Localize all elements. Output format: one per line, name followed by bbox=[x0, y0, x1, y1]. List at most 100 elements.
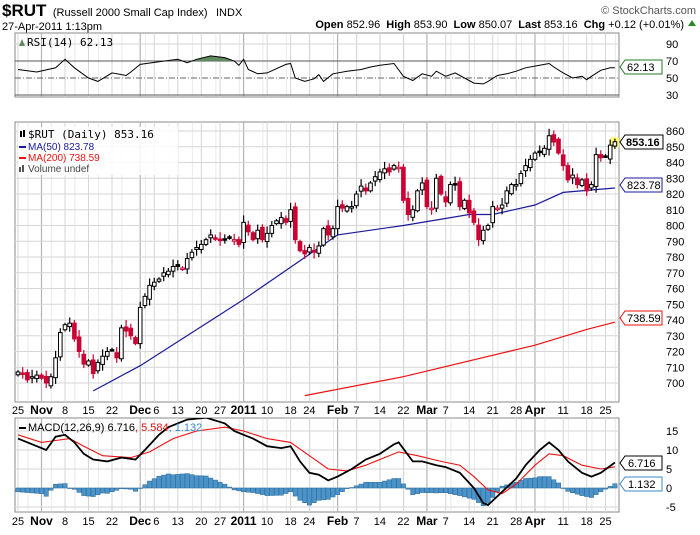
x-tick-label: 20 bbox=[195, 405, 207, 417]
macd-histogram-bar bbox=[560, 487, 566, 489]
x-tick-label: 21 bbox=[487, 405, 499, 417]
candle bbox=[100, 349, 105, 371]
candle bbox=[607, 139, 613, 165]
macd-histogram-bar bbox=[292, 487, 298, 497]
ma200-value-tag: 738.59 bbox=[619, 310, 663, 326]
candle-body bbox=[542, 147, 547, 155]
candle bbox=[109, 347, 115, 352]
x-tick-label: 7 bbox=[443, 405, 449, 417]
candle-body bbox=[443, 196, 448, 203]
macd-histogram-bar bbox=[438, 487, 444, 493]
macd-histogram-bar bbox=[603, 487, 608, 490]
macd-histogram-bar bbox=[353, 485, 359, 489]
candle-body bbox=[133, 337, 138, 345]
macd-histogram-bar bbox=[335, 487, 341, 495]
candle bbox=[170, 259, 176, 278]
candle-body bbox=[434, 177, 439, 209]
symbol: $RUT bbox=[2, 1, 47, 20]
candle bbox=[504, 186, 510, 208]
low-label: Low bbox=[454, 19, 476, 31]
macd-value-tag: 6.716 bbox=[619, 455, 663, 471]
candle-icon bbox=[20, 131, 22, 137]
candle-body bbox=[321, 228, 326, 246]
candle bbox=[255, 224, 260, 244]
macd-histogram-bar bbox=[368, 482, 373, 489]
candle-body bbox=[344, 206, 350, 212]
x-tick-label: Apr bbox=[525, 514, 546, 528]
candle bbox=[485, 223, 491, 231]
copyright[interactable]: © StockCharts.com bbox=[601, 5, 696, 17]
macd-histogram-bar bbox=[20, 487, 26, 493]
candle bbox=[340, 200, 345, 213]
candle-body bbox=[283, 218, 289, 223]
macd-histogram-bar bbox=[57, 483, 63, 489]
macd-legend-label: MACD(12,26,9) 6.716, 5.584, 1.132 bbox=[28, 422, 202, 434]
x-axis-price: 25 Nov 8 15 22 Dec 6 13 20 27 2011 10 18 24 Feb 7 14 22 Ma… bbox=[12, 403, 612, 417]
macd-histogram-bar bbox=[67, 487, 73, 489]
price-tick-label: 810 bbox=[666, 205, 684, 217]
x-tick-label: 24 bbox=[303, 405, 315, 417]
candle bbox=[25, 369, 30, 383]
candle bbox=[518, 170, 524, 187]
candle bbox=[570, 168, 575, 185]
candle-body bbox=[29, 376, 35, 379]
ma50-legend-label: MA(50) 823.78 bbox=[28, 142, 95, 153]
price-tick-label: 750 bbox=[666, 299, 684, 311]
candle-body bbox=[288, 209, 293, 222]
x-tick-label: Feb bbox=[327, 403, 348, 417]
candle bbox=[368, 181, 373, 193]
candle bbox=[584, 173, 590, 196]
candle-body bbox=[114, 352, 120, 359]
macd-histogram-bar bbox=[128, 487, 134, 490]
chg-label: Chg bbox=[584, 19, 605, 31]
macd-histogram-bar bbox=[236, 487, 242, 492]
candle bbox=[560, 149, 566, 171]
candle-body bbox=[180, 267, 185, 271]
candle-body bbox=[175, 264, 181, 267]
x-tick-label: 21 bbox=[487, 516, 499, 528]
x-tick-label: 22 bbox=[106, 405, 118, 417]
last-value: 853.16 bbox=[544, 19, 578, 31]
candle bbox=[264, 226, 270, 248]
rsi-legend: RSI(14) 62.13 bbox=[19, 36, 113, 49]
candle-body bbox=[419, 182, 425, 191]
x-tick-label: 18 bbox=[581, 516, 593, 528]
x-tick-label: 25 bbox=[599, 405, 611, 417]
candle-body bbox=[260, 226, 265, 241]
candle-body bbox=[246, 224, 251, 233]
macd-histogram-bar bbox=[415, 487, 420, 494]
candle bbox=[325, 220, 331, 241]
macd-histogram-bar bbox=[607, 486, 613, 489]
candle bbox=[579, 177, 585, 188]
candle bbox=[438, 174, 444, 196]
title-line: $RUT (Russell 2000 Small Cap Index) INDX bbox=[2, 1, 243, 20]
candle bbox=[53, 350, 58, 384]
macd-histogram-bar bbox=[330, 487, 336, 498]
macd-histogram-bar bbox=[584, 487, 590, 497]
candle bbox=[593, 147, 599, 193]
x-tick-label: 8 bbox=[62, 405, 68, 417]
ma50-swatch bbox=[19, 146, 26, 148]
volume-legend-label: Volume undef bbox=[28, 164, 89, 175]
macd-histogram-bar bbox=[76, 487, 82, 493]
macd-histogram-bar bbox=[241, 487, 247, 493]
candle bbox=[363, 183, 369, 195]
macd-histogram-bar bbox=[410, 487, 416, 495]
macd-tick-label: 15 bbox=[666, 426, 678, 438]
macd-histogram-bar bbox=[71, 487, 77, 490]
candle bbox=[476, 218, 481, 246]
macd-histogram-bar bbox=[156, 475, 162, 489]
candle-body bbox=[377, 171, 383, 181]
macd-histogram-bar bbox=[523, 478, 529, 489]
macd-histogram-bar bbox=[222, 483, 228, 489]
candle bbox=[499, 198, 505, 215]
macd-line bbox=[17, 418, 616, 507]
x-tick-label: 24 bbox=[303, 516, 315, 528]
macd-histogram-bar bbox=[231, 487, 237, 491]
candle bbox=[556, 137, 561, 155]
price-panel: 700 710 720 730 740 750 760 770 780 790 800 810 820 8… bbox=[14, 121, 684, 403]
candle bbox=[509, 182, 514, 196]
price-tick-label: 770 bbox=[666, 268, 684, 280]
candle bbox=[175, 260, 181, 271]
candle-body bbox=[560, 154, 566, 167]
